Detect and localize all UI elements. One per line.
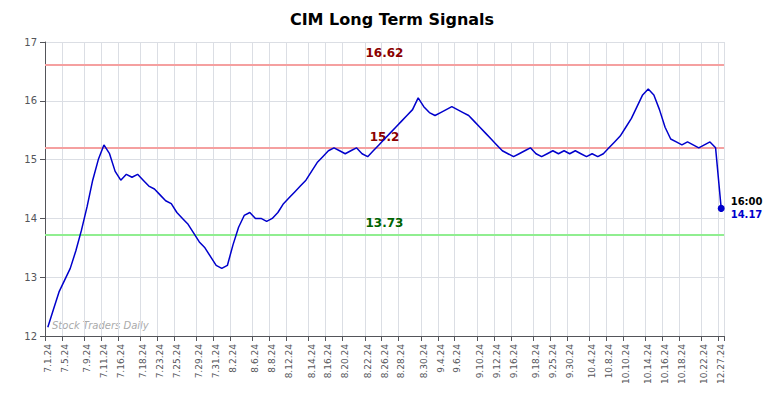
svg-text:10.14.24: 10.14.24 (643, 344, 653, 384)
svg-text:10.18.24: 10.18.24 (677, 344, 687, 384)
svg-text:10.16.24: 10.16.24 (660, 344, 670, 384)
svg-text:16:00: 16:00 (731, 196, 763, 207)
svg-text:10.4.24: 10.4.24 (587, 344, 597, 379)
svg-text:9.25.24: 9.25.24 (548, 344, 558, 379)
svg-text:12.27.24: 12.27.24 (716, 344, 726, 384)
svg-text:7.29.24: 7.29.24 (194, 344, 204, 379)
svg-text:8.2.24: 8.2.24 (228, 344, 238, 373)
svg-text:7.1.24: 7.1.24 (43, 344, 53, 373)
svg-text:7.31.24: 7.31.24 (211, 344, 221, 379)
svg-text:8.26.24: 8.26.24 (380, 344, 390, 379)
svg-text:7.18.24: 7.18.24 (138, 344, 148, 379)
svg-text:7.11.24: 7.11.24 (99, 344, 109, 379)
svg-text:8.12.24: 8.12.24 (284, 344, 294, 379)
svg-text:14.17: 14.17 (731, 209, 763, 220)
svg-text:9.6.24: 9.6.24 (452, 344, 462, 373)
svg-text:9.16.24: 9.16.24 (509, 344, 519, 379)
svg-text:Stock Traders Daily: Stock Traders Daily (52, 320, 150, 331)
svg-text:8.22.24: 8.22.24 (363, 344, 373, 379)
svg-text:16: 16 (24, 95, 37, 106)
svg-text:8.6.24: 8.6.24 (250, 344, 260, 373)
svg-text:8.16.24: 8.16.24 (323, 344, 333, 379)
svg-text:16.62: 16.62 (366, 46, 404, 60)
svg-text:7.25.24: 7.25.24 (172, 344, 182, 379)
svg-text:12: 12 (24, 331, 37, 342)
svg-text:9.10.24: 9.10.24 (475, 344, 485, 379)
svg-text:13.73: 13.73 (366, 216, 404, 230)
svg-text:7.23.24: 7.23.24 (155, 344, 165, 379)
svg-text:8.30.24: 8.30.24 (419, 344, 429, 379)
svg-text:17: 17 (24, 37, 37, 48)
svg-text:13: 13 (24, 272, 37, 283)
svg-text:7.16.24: 7.16.24 (116, 344, 126, 379)
svg-text:8.28.24: 8.28.24 (396, 344, 406, 379)
svg-text:9.30.24: 9.30.24 (565, 344, 575, 379)
svg-text:CIM Long Term Signals: CIM Long Term Signals (290, 10, 494, 29)
svg-text:8.14.24: 8.14.24 (307, 344, 317, 379)
svg-text:9.12.24: 9.12.24 (492, 344, 502, 379)
svg-text:14: 14 (24, 213, 37, 224)
svg-text:10.22.24: 10.22.24 (699, 344, 709, 384)
svg-text:7.9.24: 7.9.24 (82, 344, 92, 373)
svg-text:15.2: 15.2 (370, 130, 400, 144)
svg-text:15: 15 (24, 154, 37, 165)
svg-text:10.8.24: 10.8.24 (604, 344, 614, 379)
svg-text:9.4.24: 9.4.24 (436, 344, 446, 373)
svg-text:9.18.24: 9.18.24 (531, 344, 541, 379)
svg-text:7.5.24: 7.5.24 (60, 344, 70, 373)
svg-text:8.20.24: 8.20.24 (340, 344, 350, 379)
svg-text:10.10.24: 10.10.24 (621, 344, 631, 384)
svg-text:8.8.24: 8.8.24 (267, 344, 277, 373)
